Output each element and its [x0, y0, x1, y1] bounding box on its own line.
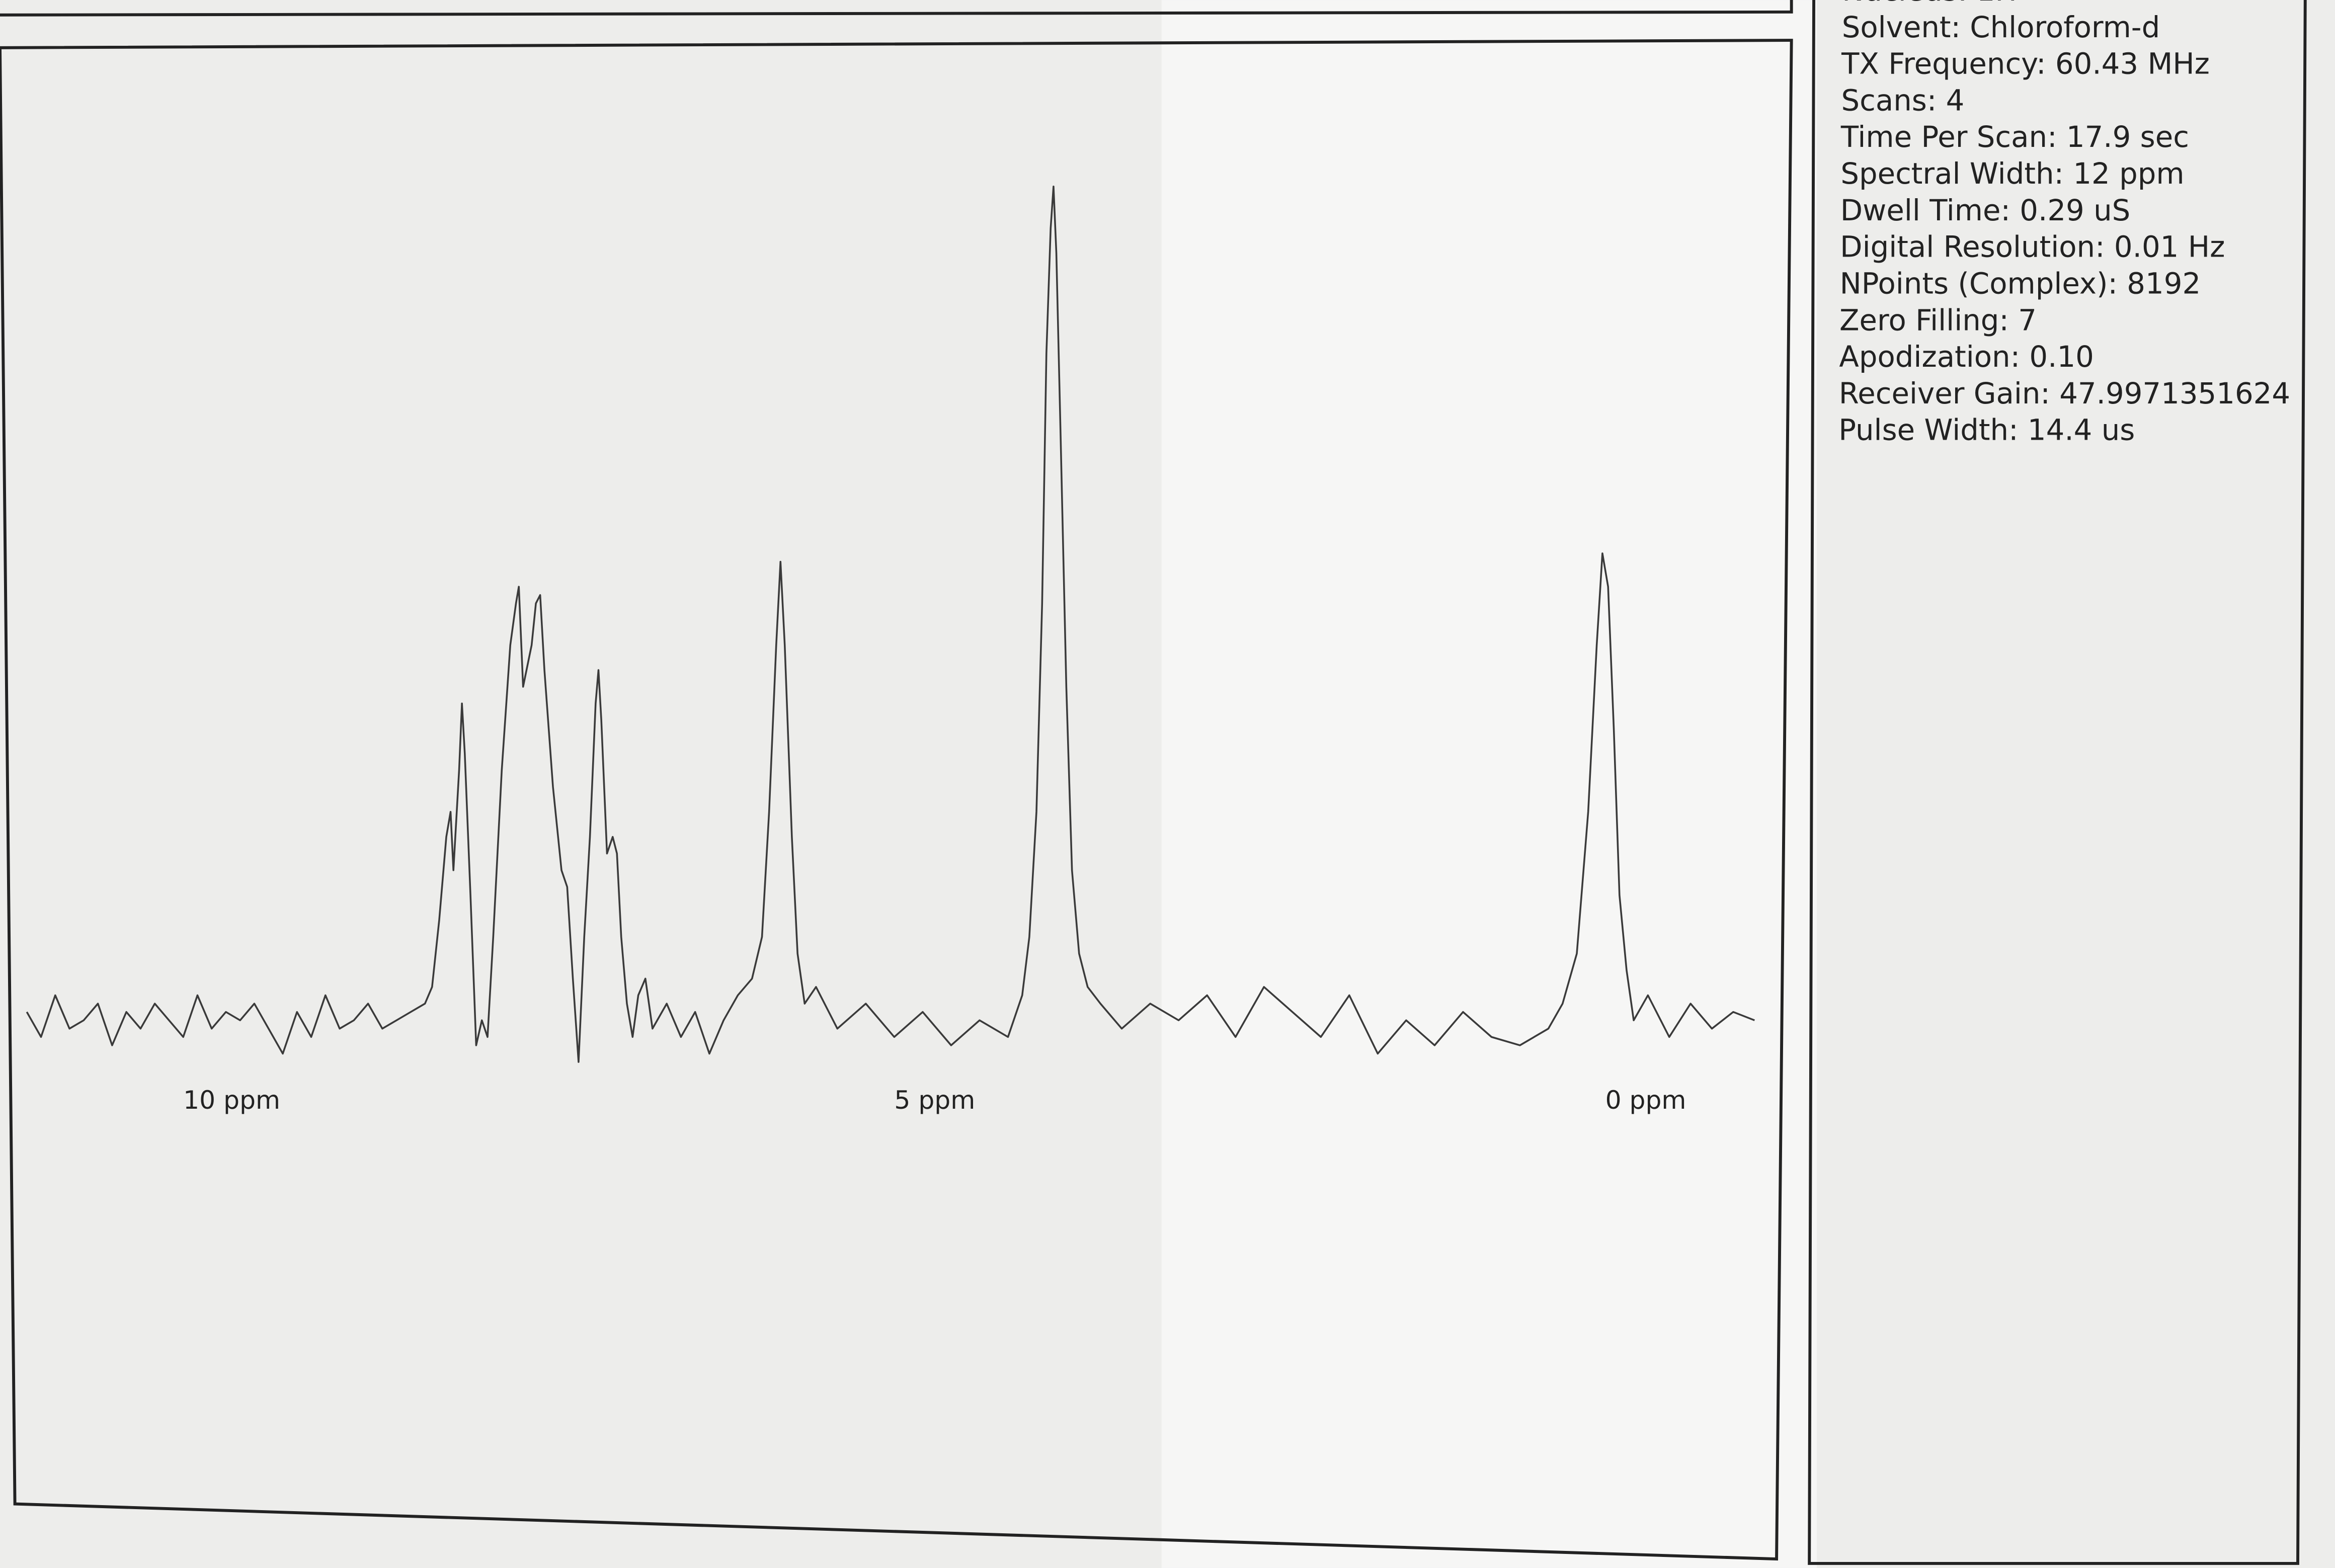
parameter-panel — [1808, 0, 2307, 1565]
plot-frame — [0, 39, 1793, 1561]
parameter-line: Solvent: Chloroform-d — [1842, 10, 2160, 44]
parameter-line: Spectral Width: 12 ppm — [1840, 156, 2184, 191]
parameter-line: Scans: 4 — [1841, 83, 1965, 117]
spectrum: 10 ppm 5 ppm 0 ppm — [26, 185, 1755, 1115]
parameter-line: NPoints (Complex): 8192 — [1840, 266, 2201, 300]
parameter-line: Dwell Time: 0.29 uS — [1840, 193, 2131, 227]
header-box — [0, 0, 1793, 17]
parameter-line: Apodization: 0.10 — [1839, 340, 2094, 374]
parameter-line: Time Per Scan: 17.9 sec — [1840, 120, 2189, 154]
parameter-line: Zero Filling: 7 — [1839, 303, 2037, 337]
parameter-line: Receiver Gain: 47.9971351624 — [1839, 376, 2290, 410]
paper-fold — [1161, 0, 1817, 1568]
parameter-line: Pulse Width: 14.4 us — [1838, 413, 2135, 447]
spectrum-line — [26, 185, 1755, 1063]
x-tick-label: 5 ppm — [894, 1085, 975, 1115]
x-tick-label: 0 ppm — [1605, 1085, 1686, 1115]
parameter-line: TX Frequency: 60.43 MHz — [1841, 47, 2210, 81]
parameter-line: Digital Resolution: 0.01 Hz — [1840, 230, 2225, 264]
x-tick-label: 10 ppm — [183, 1085, 280, 1115]
parameter-line: Nucleus: 1H — [1842, 0, 2017, 8]
parameter-list: Nucleus: 1H Solvent: Chloroform-dTX Frequ… — [1838, 0, 2290, 447]
